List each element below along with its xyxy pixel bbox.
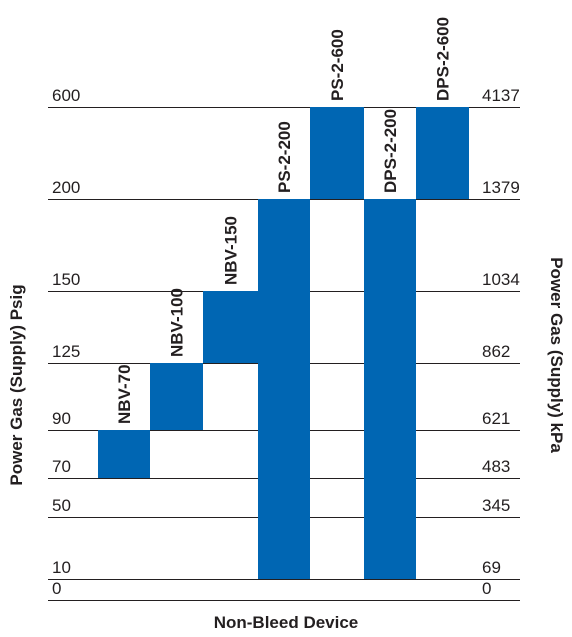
y-tick-label-right: 4137 [482, 86, 520, 105]
bar-nbv-150 [203, 291, 258, 363]
y-tick-label-right: 1034 [482, 270, 520, 289]
y-tick-label-left: 125 [52, 342, 80, 361]
bar-labels: NBV-70 NBV-100 NBV-150 PS-2-200 PS-2-600 DPS-… [115, 17, 453, 424]
y-tick-label-right: 862 [482, 342, 510, 361]
bars [98, 107, 469, 579]
y-tick-label-left: 600 [52, 86, 80, 105]
y-tick-label-right: 1379 [482, 178, 520, 197]
y-tick-label-right: 345 [482, 496, 510, 515]
tick-labels: 0 10 50 70 90 125 150 200 600 0 69 345 483 621 862 1034… [52, 86, 520, 598]
bar-label: NBV-100 [168, 288, 187, 357]
y-axis-title-left: Power Gas (Supply) Psig [7, 284, 26, 485]
bar-ps-2-600 [310, 107, 364, 199]
bar-label: NBV-70 [115, 364, 134, 424]
bar-label: NBV-150 [222, 216, 241, 285]
y-tick-label-right: 0 [482, 579, 491, 598]
y-axis-title-right: Power Gas (Supply) kPa [547, 257, 566, 453]
bar-dps-2-600 [416, 107, 469, 199]
y-tick-label-left: 0 [52, 579, 61, 598]
y-tick-label-left: 70 [52, 457, 71, 476]
bar-label: PS-2-600 [328, 29, 347, 101]
bar-label: PS-2-200 [275, 121, 294, 193]
y-tick-label-right: 69 [482, 558, 501, 577]
y-tick-label-right: 483 [482, 457, 510, 476]
bar-label: DPS-2-200 [381, 109, 400, 193]
y-tick-label-left: 50 [52, 496, 71, 515]
y-tick-label-left: 150 [52, 270, 80, 289]
bar-dps-2-200 [364, 199, 416, 579]
bar-label: DPS-2-600 [434, 17, 453, 101]
bar-nbv-100 [150, 363, 203, 430]
bar-ps-2-200 [258, 199, 310, 579]
x-axis-title: Non-Bleed Device [214, 613, 359, 632]
y-tick-label-left: 200 [52, 178, 80, 197]
bar-nbv-70 [98, 430, 150, 478]
y-tick-label-left: 10 [52, 558, 71, 577]
y-tick-label-right: 621 [482, 409, 510, 428]
y-tick-label-left: 90 [52, 409, 71, 428]
